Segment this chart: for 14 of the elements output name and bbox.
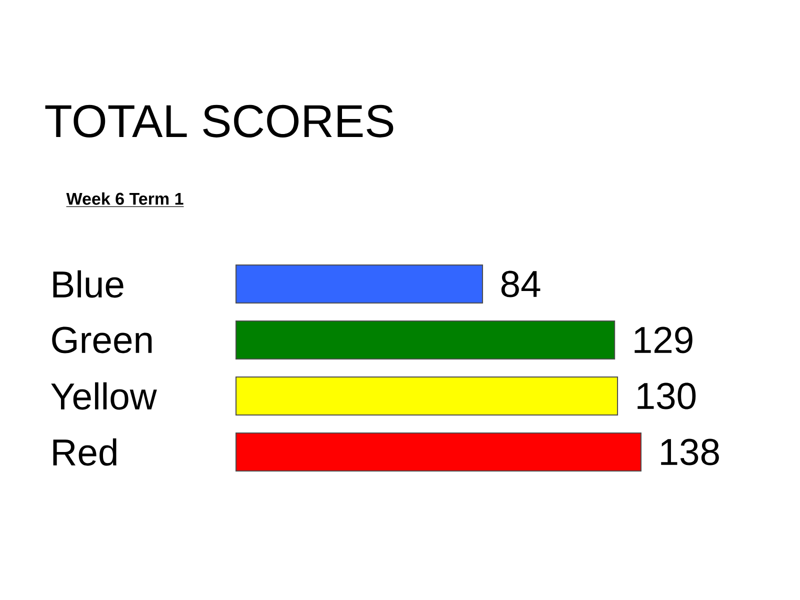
data-label: 84 — [501, 270, 540, 298]
chart-title: TOTAL SCORES — [45, 104, 394, 138]
data-label: 138 — [661, 438, 719, 466]
y-tick-label: Blue — [53, 270, 124, 298]
y-tick-label: Yellow — [51, 382, 157, 410]
bar — [236, 320, 616, 360]
bar — [236, 376, 618, 416]
y-tick-label: Red — [53, 438, 116, 466]
y-tick-label: Green — [52, 326, 152, 354]
chart-subtitle: Week 6 Term 1 — [66, 192, 184, 205]
data-label: 130 — [638, 382, 696, 410]
bar — [236, 432, 642, 472]
data-label: 129 — [634, 326, 692, 354]
bar — [236, 264, 484, 304]
